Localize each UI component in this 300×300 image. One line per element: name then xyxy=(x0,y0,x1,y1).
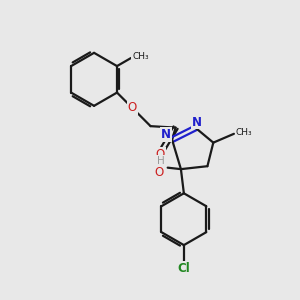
Text: O: O xyxy=(156,148,165,160)
Text: O: O xyxy=(155,166,164,178)
Text: H: H xyxy=(157,156,165,166)
Text: CH₃: CH₃ xyxy=(132,52,149,61)
Text: O: O xyxy=(128,101,137,114)
Text: CH₃: CH₃ xyxy=(235,128,252,137)
Text: Cl: Cl xyxy=(178,262,190,275)
Text: N: N xyxy=(161,128,171,141)
Text: N: N xyxy=(192,116,202,128)
